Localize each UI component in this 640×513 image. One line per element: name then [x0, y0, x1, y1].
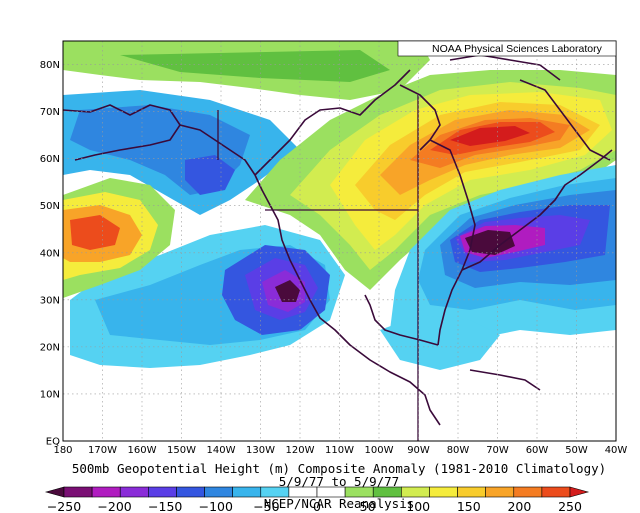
colorbar-tick-label: 100 — [406, 499, 430, 513]
colorbar-swatch — [232, 486, 262, 498]
latitude-label: 80N — [40, 60, 60, 71]
colorbar-tick-label: −50 — [253, 499, 279, 513]
latitude-label: 40N — [40, 248, 60, 259]
colorbar-swatch — [91, 486, 121, 498]
positive-anomaly-band-north-inner — [120, 50, 390, 82]
colorbar-swatch — [63, 486, 93, 498]
coastlines — [63, 54, 613, 426]
longitude-label: 150W — [167, 445, 196, 456]
longitude-label: 90W — [407, 445, 430, 456]
longitude-label: 80W — [447, 445, 470, 456]
colorbar-swatch — [513, 486, 543, 498]
negative-anomaly-gulf-of-alaska-core — [185, 155, 235, 195]
colorbar-tick-label: 250 — [558, 499, 582, 513]
latitude-label: 30N — [40, 295, 60, 306]
negative-anomaly-caribbean — [380, 315, 500, 370]
colorbar-tick-labels: −250 −200 −150 −100 −50 0 50 100 150 200 250 — [47, 499, 582, 513]
longitude-label: 170W — [88, 445, 117, 456]
colorbar-tick-label: −150 — [148, 499, 182, 513]
longitude-labels: 180 170W 160W 150W 140W 130W 120W 110W 100W 90W 80… — [53, 445, 627, 456]
colorbar-swatch — [485, 486, 515, 498]
latitude-label: 20N — [40, 342, 60, 353]
negative-anomaly-atlantic-core — [465, 230, 515, 255]
colorbar — [44, 486, 590, 498]
colorbar-swatch — [176, 486, 205, 498]
longitude-label: 50W — [565, 445, 588, 456]
colorbar-swatch — [457, 486, 486, 498]
borders — [217, 95, 419, 441]
colorbar-tick-label: −250 — [47, 499, 81, 513]
longitude-label: 130W — [246, 445, 275, 456]
latitude-label: 60N — [40, 154, 60, 165]
date-range: 5/9/77 to 5/9/77 — [279, 474, 399, 489]
longitude-label: 40W — [605, 445, 628, 456]
plot-frame — [62, 40, 617, 442]
longitude-label: 100W — [365, 445, 394, 456]
figure-title: 500mb Geopotential Height (m) Composite … — [72, 461, 606, 476]
credit-text: NOAA Physical Sciences Laboratory — [432, 43, 603, 55]
longitude-label: 160W — [128, 445, 157, 456]
longitude-label: 60W — [526, 445, 549, 456]
colorbar-tick-label: −200 — [97, 499, 131, 513]
latitude-labels: 80N 70N 60N 50N 40N 30N 20N 10N EQ — [40, 60, 60, 447]
latitude-label: 10N — [40, 389, 60, 400]
colorbar-tick-label: 0 — [313, 499, 321, 513]
colorbar-max-arrow — [569, 486, 590, 498]
data-source: NCEP/NCAR Reanalysis — [264, 496, 415, 511]
longitude-label: 110W — [325, 445, 354, 456]
longitude-label: 70W — [486, 445, 509, 456]
colorbar-swatch — [429, 486, 458, 498]
colorbar-tick-label: 200 — [507, 499, 531, 513]
longitude-label: 180 — [53, 445, 72, 456]
colorbar-tick-label: 50 — [360, 499, 376, 513]
negative-anomaly-california-low-center — [275, 280, 300, 302]
colorbar-swatch — [541, 486, 571, 498]
longitude-label: 120W — [286, 445, 315, 456]
latitude-label: 70N — [40, 107, 60, 118]
colorbar-tick-label: 150 — [457, 499, 481, 513]
colorbar-swatch — [119, 486, 149, 498]
positive-anomaly-canada-core — [450, 126, 530, 146]
positive-anomaly-west-pacific-core — [70, 215, 120, 250]
credit-box — [397, 40, 617, 57]
colorbar-tick-label: −100 — [199, 499, 233, 513]
colorbar-swatch — [204, 486, 233, 498]
graticule — [63, 41, 616, 441]
anomaly-field — [63, 41, 616, 441]
colorbar-swatch — [148, 486, 177, 498]
colorbar-min-arrow — [44, 486, 65, 498]
latitude-label: EQ — [46, 437, 60, 448]
latitude-label: 50N — [40, 201, 60, 212]
longitude-label: 140W — [207, 445, 236, 456]
